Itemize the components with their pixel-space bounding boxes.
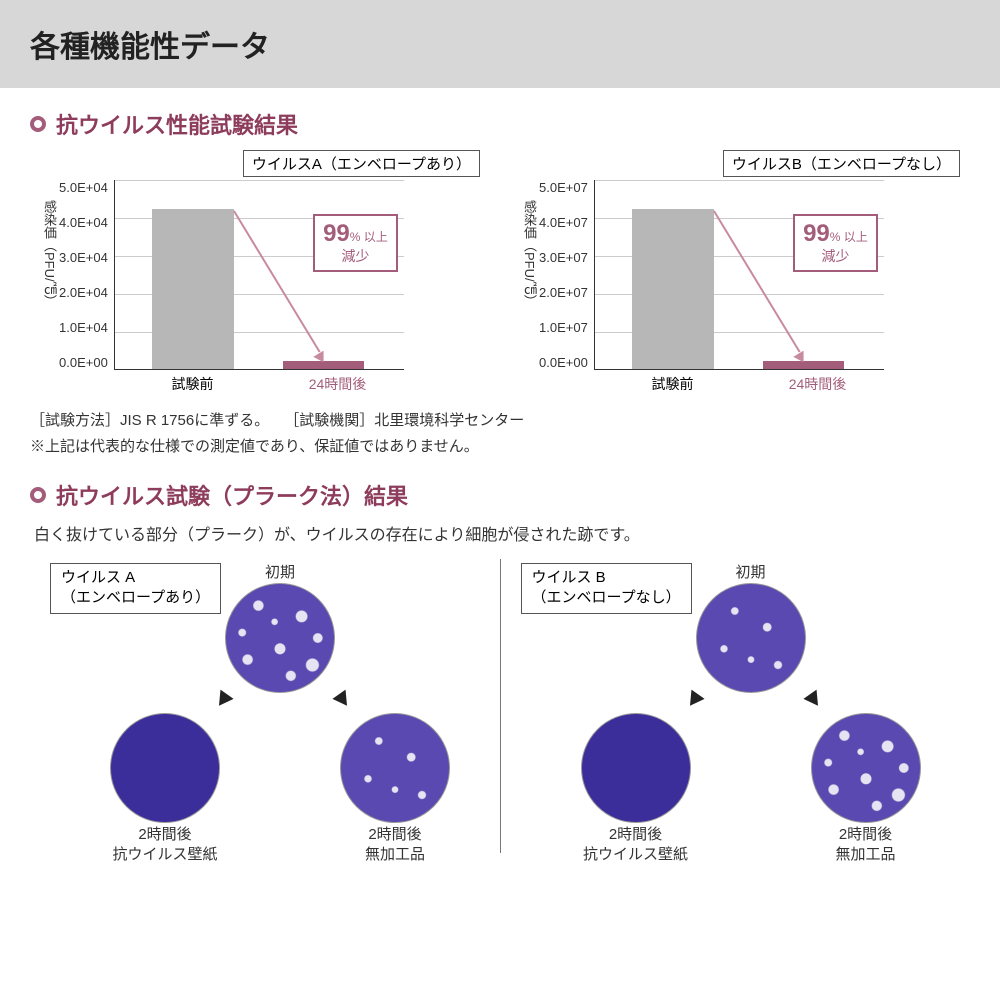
petri-dish-untreated [340,713,450,823]
section-title: 抗ウイルス試験（プラーク法）結果 [56,479,408,511]
flow-arrow-icon [212,690,233,711]
note-line: ［試験方法］JIS R 1756に準ずる。 ［試験機関］北里環境科学センター [30,408,970,434]
x-labels: 試験前24時間後 [600,370,890,394]
plaque-diagram: 初期2時間後抗ウイルス壁紙2時間後無加工品 [521,563,951,853]
note-line: ※上記は代表的な仕様での測定値であり、保証値ではありません。 [30,434,970,460]
plaque-group: ウイルス A（エンベロープあり）初期2時間後抗ウイルス壁紙2時間後無加工品 [30,559,500,853]
bullet-icon [30,487,46,503]
section-title-row: 抗ウイルス試験（プラーク法）結果 [30,479,970,511]
dish-label-untreated: 2時間後無加工品 [791,825,941,866]
plot-area: 99% 以上減少 [114,180,404,370]
bar [763,361,844,369]
bullet-icon [30,116,46,132]
page-header: 各種機能性データ [0,0,1000,88]
test-notes: ［試験方法］JIS R 1756に準ずる。 ［試験機関］北里環境科学センター ※… [30,408,970,459]
reduction-badge: 99% 以上減少 [793,214,878,272]
bar-chart: ウイルスB（エンベロープなし） 感染価（PFU/㎠）5.0E+074.0E+073… [520,150,960,394]
y-ticks: 5.0E+044.0E+043.0E+042.0E+041.0E+040.0E+… [59,180,114,370]
dish-label-initial: 初期 [721,563,781,583]
petri-dish-initial [225,583,335,693]
y-ticks: 5.0E+074.0E+073.0E+072.0E+071.0E+070.0E+… [539,180,594,370]
flow-arrow-icon [332,690,353,711]
bar [283,361,364,369]
gridline [595,180,884,181]
petri-dish-untreated [811,713,921,823]
petri-dish-treated [110,713,220,823]
petri-dish-treated [581,713,691,823]
y-axis-label: 感染価（PFU/㎠） [40,180,59,370]
flow-arrow-icon [803,690,824,711]
plot-area: 99% 以上減少 [594,180,884,370]
chart-header-label: ウイルスB（エンベロープなし） [723,150,960,177]
bar [632,209,713,369]
section-title-row: 抗ウイルス性能試験結果 [30,108,970,140]
gridline [115,180,404,181]
plaque-description: 白く抜けている部分（プラーク）が、ウイルスの存在により細胞が侵された跡です。 [34,521,970,545]
section-antivirus-performance: 抗ウイルス性能試験結果 ウイルスA（エンベロープあり）感染価（PFU/㎠）5.0… [0,88,1000,459]
plaque-row: ウイルス A（エンベロープあり）初期2時間後抗ウイルス壁紙2時間後無加工品ウイル… [30,559,970,853]
dish-label-initial: 初期 [250,563,310,583]
plaque-group: ウイルス B（エンベロープなし）初期2時間後抗ウイルス壁紙2時間後無加工品 [500,559,971,853]
flow-arrow-icon [683,690,704,711]
section-title: 抗ウイルス性能試験結果 [56,108,298,140]
bar-chart: ウイルスA（エンベロープあり） 感染価（PFU/㎠）5.0E+044.0E+043… [40,150,480,394]
x-labels: 試験前24時間後 [120,370,410,394]
petri-dish-initial [696,583,806,693]
reduction-badge: 99% 以上減少 [313,214,398,272]
dish-label-untreated: 2時間後無加工品 [320,825,470,866]
section-plaque-test: 抗ウイルス試験（プラーク法）結果 白く抜けている部分（プラーク）が、ウイルスの存… [0,459,1000,853]
bar [152,209,233,369]
dish-label-treated: 2時間後抗ウイルス壁紙 [561,825,711,866]
chart-header-label: ウイルスA（エンベロープあり） [243,150,480,177]
dish-label-treated: 2時間後抗ウイルス壁紙 [90,825,240,866]
charts-row: ウイルスA（エンベロープあり）感染価（PFU/㎠）5.0E+044.0E+043… [30,150,970,394]
y-axis-label: 感染価（PFU/㎠） [520,180,539,370]
page-title: 各種機能性データ [30,22,970,66]
plaque-diagram: 初期2時間後抗ウイルス壁紙2時間後無加工品 [50,563,480,853]
